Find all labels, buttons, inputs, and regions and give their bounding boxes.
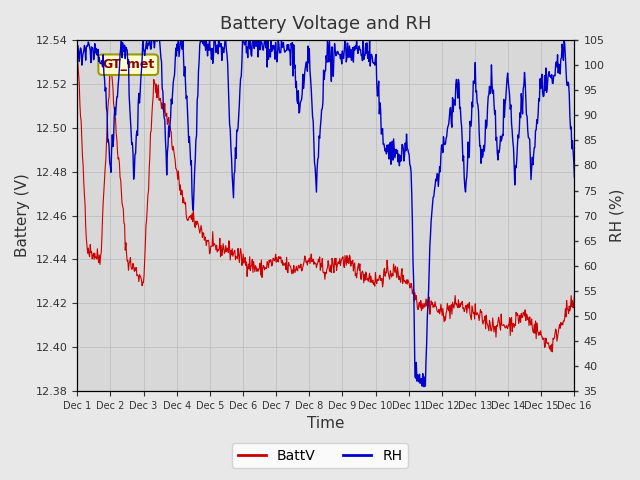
RH (74, 62, 81, 68)
RH (571, 175, 579, 180)
BattV (377, 277, 385, 283)
RH (420, 384, 428, 390)
Line: BattV: BattV (77, 49, 575, 352)
X-axis label: Time: Time (307, 417, 344, 432)
RH (248, 40, 256, 46)
Title: Battery Voltage and RH: Battery Voltage and RH (220, 15, 431, 33)
BattV (132, 267, 140, 273)
RH (118, 37, 125, 43)
RH (268, 37, 275, 43)
BattV (404, 278, 412, 284)
Line: RH: RH (77, 40, 575, 387)
BattV (267, 257, 275, 263)
BattV (74, 46, 81, 52)
Text: GT_met: GT_met (102, 58, 154, 71)
RH (378, 131, 385, 137)
BattV (571, 293, 579, 299)
BattV (248, 262, 255, 267)
BattV (548, 349, 556, 355)
Legend: BattV, RH: BattV, RH (232, 443, 408, 468)
Y-axis label: RH (%): RH (%) (610, 189, 625, 242)
RH (405, 152, 413, 157)
RH (132, 133, 140, 139)
RH (224, 60, 232, 66)
Y-axis label: Battery (V): Battery (V) (15, 174, 30, 257)
BattV (223, 245, 231, 251)
